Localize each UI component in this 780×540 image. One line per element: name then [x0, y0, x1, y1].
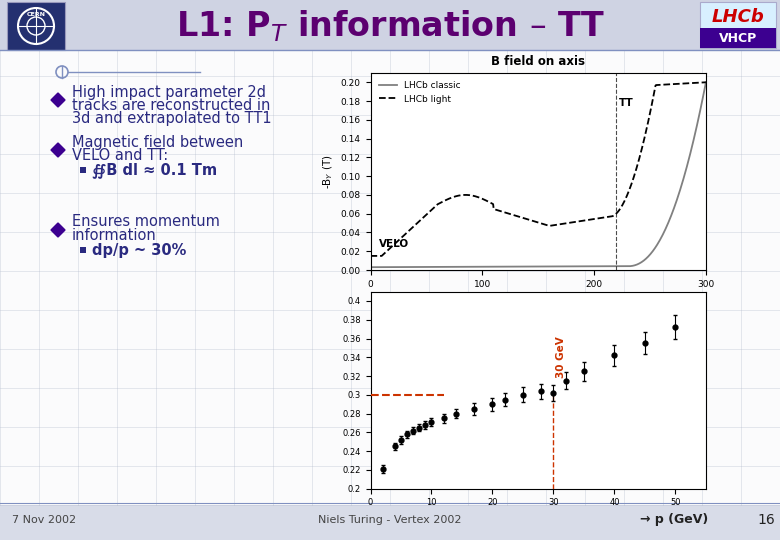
- Bar: [0, 35, 780, 505]
- Bar: [700, 2, 776, 48]
- Text: CERN: CERN: [27, 12, 45, 17]
- LHCb light: [701, 79, 711, 85]
- Bar: [700, 28, 776, 48]
- LHCb light: [425, 208, 434, 215]
- LHCb light: [366, 253, 375, 259]
- Text: VELO: VELO: [379, 239, 410, 248]
- Legend: LHCb classic, LHCb light: LHCb classic, LHCb light: [375, 77, 464, 107]
- Text: VHCP: VHCP: [719, 31, 757, 44]
- LHCb light: [590, 216, 599, 222]
- LHCb classic: [366, 264, 375, 271]
- Text: dp/p ~ 30%: dp/p ~ 30%: [92, 242, 186, 258]
- Text: 7 Nov 2002: 7 Nov 2002: [12, 515, 76, 525]
- Text: information: information: [72, 228, 157, 244]
- LHCb classic: [563, 263, 573, 269]
- LHCb light: [452, 193, 462, 199]
- Polygon shape: [51, 223, 65, 237]
- Text: L1: P$_T$ information – TT: L1: P$_T$ information – TT: [176, 8, 604, 44]
- Text: tracks are reconstructed in: tracks are reconstructed in: [72, 98, 271, 112]
- Text: 3d and extrapolated to TT1: 3d and extrapolated to TT1: [72, 111, 271, 125]
- LHCb classic: [425, 264, 434, 270]
- Line: LHCb classic: LHCb classic: [370, 82, 706, 267]
- Text: Ensures momentum: Ensures momentum: [72, 214, 220, 230]
- Text: dp/p: dp/p: [403, 170, 417, 201]
- Text: LHCb: LHCb: [711, 8, 764, 26]
- Text: TT: TT: [619, 98, 633, 108]
- Text: High impact parameter 2d: High impact parameter 2d: [72, 84, 266, 99]
- Polygon shape: [51, 143, 65, 157]
- Bar: [0, 0, 780, 50]
- Polygon shape: [51, 93, 65, 107]
- Text: 30 GeV: 30 GeV: [556, 336, 566, 378]
- Text: Niels Turing - Vertex 2002: Niels Turing - Vertex 2002: [318, 515, 462, 525]
- Text: Magnetic field between: Magnetic field between: [72, 134, 243, 150]
- LHCb classic: [452, 264, 462, 270]
- LHCb classic: [701, 79, 711, 85]
- Text: ∯B dl ≈ 0.1 Tm: ∯B dl ≈ 0.1 Tm: [92, 162, 217, 178]
- LHCb classic: [590, 263, 599, 269]
- LHCb classic: [518, 264, 527, 270]
- Line: LHCb light: LHCb light: [370, 82, 706, 256]
- Bar: [80, 247, 86, 253]
- Title: B field on axis: B field on axis: [491, 55, 585, 68]
- Text: 30%: 30%: [427, 241, 466, 259]
- LHCb light: [563, 220, 573, 226]
- Bar: [80, 167, 86, 173]
- Text: → p (GeV): → p (GeV): [640, 514, 708, 526]
- LHCb light: [518, 214, 527, 221]
- LHCb classic: [619, 263, 628, 269]
- LHCb light: [619, 201, 628, 207]
- X-axis label: Z (cm): Z (cm): [521, 294, 555, 304]
- Text: 16: 16: [757, 513, 775, 527]
- Text: VELO and TT:: VELO and TT:: [72, 148, 168, 164]
- Bar: [7, 2, 65, 50]
- Y-axis label: -B$_Y$ (T): -B$_Y$ (T): [321, 154, 335, 188]
